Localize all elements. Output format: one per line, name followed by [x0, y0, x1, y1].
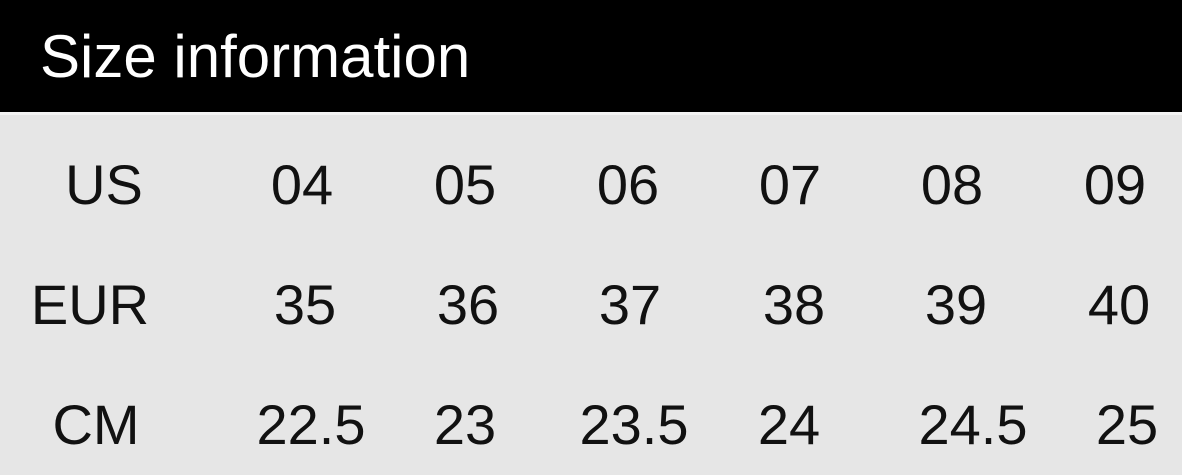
table-row: EUR 35 36 37 38 39 40 — [0, 265, 1182, 345]
table-cell: 35 — [273, 273, 337, 336]
header-bar: Size information — [0, 0, 1182, 115]
table-cell: 22.5 — [256, 393, 366, 456]
table-cell: 05 — [433, 153, 497, 216]
table-cell: 24 — [757, 393, 821, 456]
table-cell: 08 — [920, 153, 984, 216]
table-cell: 36 — [436, 273, 500, 336]
table-cell: 24.5 — [918, 393, 1028, 456]
table-row: US 04 05 06 07 08 09 — [0, 145, 1182, 225]
table-cell: 09 — [1083, 153, 1147, 216]
row-label: CM — [52, 393, 140, 456]
table-cell: 38 — [762, 273, 826, 336]
table-cell: 04 — [270, 153, 334, 216]
table-row: CM 22.5 23 23.5 24 24.5 25 — [0, 385, 1182, 465]
table-cell: 06 — [596, 153, 660, 216]
table-cell: 39 — [924, 273, 988, 336]
table-cell: 37 — [598, 273, 662, 336]
table-cell: 23.5 — [579, 393, 689, 456]
page-title: Size information — [40, 23, 471, 90]
table-cell: 40 — [1087, 273, 1151, 336]
row-label: US — [65, 153, 143, 216]
table-cell: 25 — [1095, 393, 1159, 456]
table-cell: 23 — [433, 393, 497, 456]
row-label: EUR — [30, 273, 150, 336]
table-cell: 07 — [758, 153, 822, 216]
